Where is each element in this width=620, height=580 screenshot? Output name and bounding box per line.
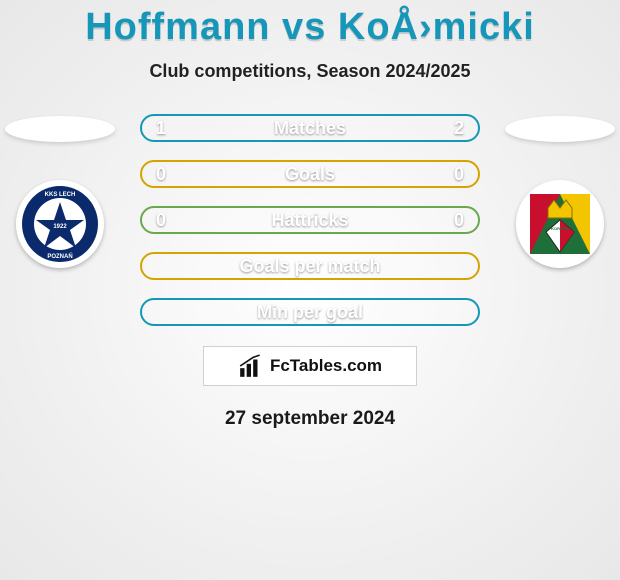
brand-box: FcTables.com — [203, 346, 417, 386]
stat-label: Min per goal — [142, 302, 478, 323]
stat-bar-min-per-goal: Min per goal — [140, 298, 480, 326]
stat-bar-goals-per-match: Goals per match — [140, 252, 480, 280]
lech-poznan-icon: KKS LECH POZNAŃ 1922 — [16, 180, 104, 268]
stat-bar-goals: 0 Goals 0 — [140, 160, 480, 188]
comparison-content: KKS LECH POZNAŃ 1922 KORONA — [0, 114, 620, 430]
team-right-badge: KORONA — [516, 180, 604, 268]
team-right-column: KORONA — [500, 114, 620, 354]
bar-chart-icon — [238, 353, 264, 379]
team-right-oval — [505, 116, 615, 142]
brand-text: FcTables.com — [270, 356, 382, 376]
team-left-column: KKS LECH POZNAŃ 1922 — [0, 114, 120, 354]
stat-label: Goals — [142, 164, 478, 185]
svg-text:KORONA: KORONA — [551, 226, 569, 231]
stat-bar-matches: 1 Matches 2 — [140, 114, 480, 142]
stat-label: Hattricks — [142, 210, 478, 231]
page-title: Hoffmann vs KoÅ›micki — [0, 0, 620, 49]
footer-date: 27 september 2024 — [0, 408, 620, 430]
page-root: Hoffmann vs KoÅ›micki Club competitions,… — [0, 0, 620, 580]
page-subtitle: Club competitions, Season 2024/2025 — [0, 61, 620, 82]
stat-label: Goals per match — [142, 256, 478, 277]
team-left-badge: KKS LECH POZNAŃ 1922 — [16, 180, 104, 268]
stat-bars: 1 Matches 2 0 Goals 0 0 Hattricks 0 Goal… — [140, 114, 480, 326]
team-left-oval — [5, 116, 115, 142]
svg-text:POZNAŃ: POZNAŃ — [47, 252, 72, 260]
svg-text:1922: 1922 — [53, 224, 67, 230]
svg-text:KKS LECH: KKS LECH — [45, 192, 76, 198]
korona-kielce-icon: KORONA — [516, 180, 604, 268]
stat-bar-hattricks: 0 Hattricks 0 — [140, 206, 480, 234]
stat-label: Matches — [142, 118, 478, 139]
